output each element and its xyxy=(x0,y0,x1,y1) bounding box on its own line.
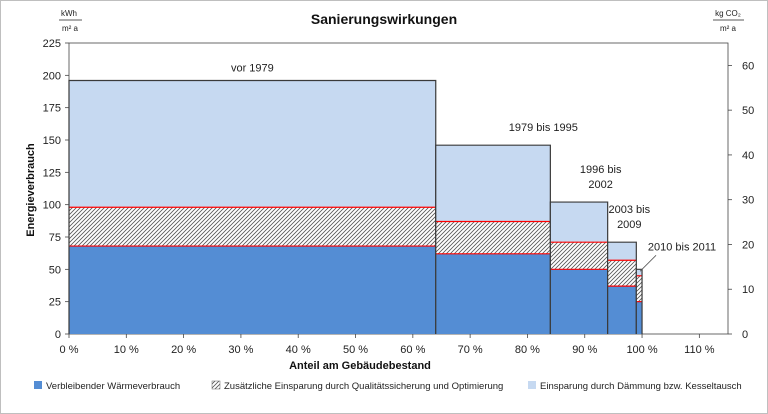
bar-segment xyxy=(636,301,643,334)
y-tick-label: 200 xyxy=(43,70,61,82)
bar-segment xyxy=(69,207,436,247)
y2-tick-label: 50 xyxy=(742,105,754,117)
y-tick-label: 50 xyxy=(49,264,61,276)
period-label: 2010 bis 2011 xyxy=(648,241,716,253)
legend-label: Einsparung durch Dämmung bzw. Kesseltaus… xyxy=(540,381,742,392)
bar-segment xyxy=(435,253,551,334)
period-label: vor 1979 xyxy=(231,63,274,75)
bar-segment xyxy=(69,80,436,208)
legend: Verbleibender Wärmeverbrauch Zusätzliche … xyxy=(34,380,742,392)
bar-segment xyxy=(607,242,637,261)
x-tick-label: 10 % xyxy=(114,344,139,356)
y-axis-title: Energieverbrauch xyxy=(25,143,37,237)
x-tick-label: 50 % xyxy=(343,344,368,356)
x-tick-label: 40 % xyxy=(286,344,311,356)
x-tick-label: 20 % xyxy=(171,344,196,356)
legend-swatch xyxy=(211,380,221,390)
y-tick-label: 150 xyxy=(43,135,61,147)
plot-area: vor 1979 1979 bis 1995 1996 bis 2002 2003 bi… xyxy=(43,38,755,356)
y2-tick-label: 30 xyxy=(742,195,754,207)
bar-segment xyxy=(69,246,436,334)
x-tick-label: 100 % xyxy=(626,344,657,356)
y2-tick-label: 0 xyxy=(742,329,748,341)
y-unit-denominator: m² a xyxy=(62,24,79,33)
y2-tick-label: 60 xyxy=(742,60,754,72)
bar-segment xyxy=(435,221,551,254)
bar-segment xyxy=(435,145,551,222)
y2-unit-denominator: m² a xyxy=(720,24,737,33)
chart-title: Sanierungswirkungen xyxy=(311,11,457,27)
period-label: 1979 bis 1995 xyxy=(509,122,578,134)
legend-label: Verbleibender Wärmeverbrauch xyxy=(46,381,180,392)
y2-tick-label: 40 xyxy=(742,150,754,162)
bar-segment xyxy=(550,269,608,334)
y-tick-label: 25 xyxy=(49,297,61,309)
y2-tick-label: 10 xyxy=(742,284,754,296)
y-tick-label: 175 xyxy=(43,103,61,115)
bar-segment xyxy=(607,286,637,334)
x-tick-label: 60 % xyxy=(400,344,425,356)
x-tick-label: 110 % xyxy=(684,344,715,356)
bar-segment xyxy=(550,242,608,270)
x-tick-label: 70 % xyxy=(458,344,483,356)
bar-segment xyxy=(636,269,643,276)
x-axis-title: Anteil am Gebäudebestand xyxy=(289,360,431,372)
bar-segment xyxy=(607,260,637,287)
y-unit-numerator: kWh xyxy=(61,9,77,18)
y-tick-label: 75 xyxy=(49,232,61,244)
legend-swatch xyxy=(34,381,42,389)
period-label: 1996 bis xyxy=(580,164,622,176)
bar-segment xyxy=(636,275,643,302)
x-tick-label: 90 % xyxy=(572,344,597,356)
x-tick-label: 30 % xyxy=(228,344,253,356)
bar-outline xyxy=(635,268,643,334)
legend-swatch xyxy=(528,381,536,389)
period-label: 2003 bis xyxy=(609,204,651,216)
x-tick-label: 80 % xyxy=(515,344,540,356)
y-tick-label: 125 xyxy=(43,167,61,179)
legend-label: Zusätzliche Einsparung durch Qualitätssi… xyxy=(224,381,503,392)
y-tick-label: 0 xyxy=(55,329,61,341)
y2-unit-numerator: kg CO₂ xyxy=(715,9,741,18)
x-tick-label: 0 % xyxy=(60,344,79,356)
period-label: 2002 xyxy=(588,179,612,191)
y2-tick-label: 20 xyxy=(742,239,754,251)
y-tick-label: 225 xyxy=(43,38,61,50)
period-label: 2009 xyxy=(617,219,641,231)
bar-segment xyxy=(550,202,608,243)
period-label-leader xyxy=(639,255,657,272)
y-tick-label: 100 xyxy=(43,200,61,212)
